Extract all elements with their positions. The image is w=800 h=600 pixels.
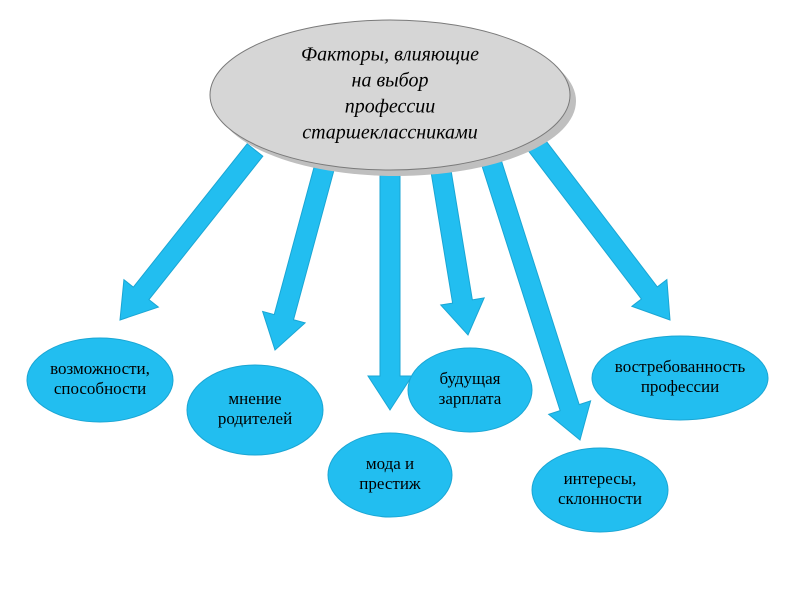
factor-label: возможности, [50, 359, 150, 378]
diagram-canvas: Факторы, влияющие на выбор профессии старше… [0, 0, 800, 600]
title-line: старшеклассниками [302, 122, 478, 144]
factor-label: родителей [218, 409, 292, 428]
factor-label: профессии [641, 377, 719, 396]
title-line: на выбор [352, 70, 429, 92]
factor-label: интересы, [564, 469, 637, 488]
factor-label: способности [54, 379, 146, 398]
title-line: Факторы, влияющие [301, 44, 479, 66]
factor-label: востребованность [615, 357, 746, 376]
factor-label: зарплата [439, 389, 502, 408]
factor-label: престиж [359, 474, 421, 493]
factor-label: мнение [228, 389, 281, 408]
factor-label: мода и [366, 454, 414, 473]
factor-label: склонности [558, 489, 642, 508]
factor-label: будущая [439, 369, 500, 388]
title-line: профессии [345, 96, 436, 118]
